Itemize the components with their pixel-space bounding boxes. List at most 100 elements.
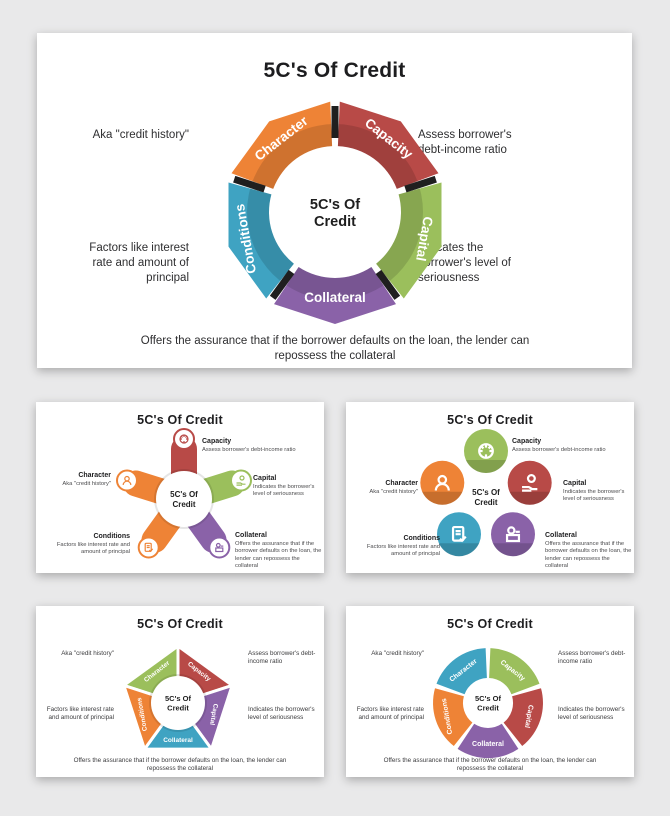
center-label-top: 5C's Of bbox=[165, 694, 191, 703]
five-c-star-diagram: 5C's Of Credit bbox=[116, 428, 252, 559]
person-icon bbox=[122, 475, 132, 486]
collateral-callout: Collateral Offers the assurance that if … bbox=[235, 532, 323, 571]
tip-capital bbox=[230, 469, 252, 492]
circle-conditions bbox=[437, 512, 481, 557]
segment-character bbox=[231, 101, 333, 189]
slide-pentagon-variant-preview[interactable]: 5C's Of Credit Character Capacity Capita… bbox=[36, 606, 324, 777]
circle-capacity bbox=[464, 429, 508, 474]
conditions-name: Conditions bbox=[403, 535, 440, 542]
five-c-decagon-diagram: Character Capacity Capital Collateral Co… bbox=[228, 101, 442, 324]
collateral-callout: Collateral Offers the assurance that if … bbox=[545, 532, 633, 571]
center-circle bbox=[151, 676, 205, 730]
slide-circles-variant-preview[interactable]: 5C's Of Credit bbox=[346, 402, 634, 573]
collateral-name: Collateral bbox=[545, 532, 577, 539]
segment-capacity bbox=[337, 101, 439, 189]
center-label-bottom: Credit bbox=[477, 704, 499, 713]
capacity-description: Assess borrower's debt-income ratio bbox=[558, 650, 626, 666]
collateral-description: Offers the assurance that if the borrowe… bbox=[140, 335, 530, 363]
capital-desc: Indicates the borrower's level of seriou… bbox=[253, 483, 315, 498]
capacity-desc: Assess borrower's debt-income ratio bbox=[512, 446, 606, 453]
character-callout: Character Aka "credit history" bbox=[36, 472, 111, 488]
hand-coin-icon bbox=[522, 474, 538, 492]
center-circle bbox=[156, 471, 212, 527]
arc-character bbox=[436, 648, 487, 695]
capacity-name: Capacity bbox=[202, 438, 232, 445]
circle-capital bbox=[507, 460, 552, 505]
circle-character bbox=[420, 460, 465, 505]
arc-capital bbox=[503, 688, 543, 746]
conditions-name: Conditions bbox=[93, 533, 130, 540]
collateral-stamp-icon bbox=[505, 526, 521, 543]
arc-label-capital: Capital bbox=[523, 704, 534, 728]
center-label-bottom: Credit bbox=[167, 704, 189, 713]
center-label-bottom: Credit bbox=[172, 500, 195, 509]
tip-conditions bbox=[137, 536, 160, 559]
collateral-description: Offers the assurance that if the borrowe… bbox=[383, 757, 597, 773]
center-circle bbox=[462, 473, 510, 521]
conditions-description: Factors like interest rate and amount of… bbox=[46, 706, 114, 722]
center-label-top: 5C's Of bbox=[472, 488, 500, 497]
segment-conditions bbox=[228, 182, 294, 299]
tip-capacity bbox=[173, 428, 195, 450]
capacity-name: Capacity bbox=[512, 438, 542, 445]
slide-title: 5C's Of Credit bbox=[447, 413, 533, 427]
center-label-bottom: Credit bbox=[474, 498, 497, 507]
capacity-description: Assess borrower's debt-income ratio bbox=[248, 650, 316, 666]
segment-divider-ticks bbox=[233, 106, 437, 300]
conditions-callout: Conditions Factors like interest rate an… bbox=[40, 533, 130, 557]
tip-collateral bbox=[208, 536, 231, 559]
capital-name: Capital bbox=[563, 480, 587, 487]
character-description: Aka "credit history" bbox=[371, 650, 424, 657]
conditions-description: Factors like interest rate and amount of… bbox=[356, 706, 424, 722]
character-name: Character bbox=[385, 480, 418, 487]
wedge-label-collateral: Collateral bbox=[163, 737, 193, 744]
slide-star-variant-preview[interactable]: 5C's Of Credit bbox=[36, 402, 324, 573]
center-label-top: 5C's Of bbox=[170, 490, 198, 499]
center-label-bottom: Credit bbox=[314, 214, 356, 230]
slide-title: 5C's Of Credit bbox=[447, 617, 533, 631]
collateral-desc: Offers the assurance that if the borrowe… bbox=[545, 540, 632, 570]
segment-capital bbox=[376, 182, 442, 299]
center-label-top: 5C's Of bbox=[475, 694, 501, 703]
five-c-pentagon-diagram: Character Capacity Capital Collateral Co… bbox=[122, 644, 234, 751]
collateral-description: Offers the assurance that if the borrowe… bbox=[73, 757, 287, 773]
arc-collateral bbox=[457, 723, 519, 759]
collateral-desc: Offers the assurance that if the borrowe… bbox=[235, 540, 322, 570]
character-desc: Aka "credit history" bbox=[369, 488, 418, 495]
capital-description: Indicates the borrower's level of seriou… bbox=[558, 706, 625, 722]
conditions-description: Factors like interest rate and amount of… bbox=[89, 242, 189, 285]
capital-description: Indicates the borrower's level of seriou… bbox=[248, 706, 315, 722]
character-name: Character bbox=[78, 472, 111, 479]
slide-title: 5C's Of Credit bbox=[263, 59, 406, 82]
slide-title: 5C's Of Credit bbox=[137, 413, 223, 427]
conditions-desc: Factors like interest rate and amount of… bbox=[56, 541, 130, 556]
collateral-name: Collateral bbox=[235, 532, 267, 539]
capital-name: Capital bbox=[253, 475, 277, 482]
conditions-callout: Conditions Factors like interest rate an… bbox=[350, 535, 440, 559]
document-check-icon bbox=[144, 542, 154, 553]
capital-callout: Capital Indicates the borrower's level o… bbox=[253, 475, 323, 499]
document-check-icon bbox=[451, 525, 467, 543]
capital-callout: Capital Indicates the borrower's level o… bbox=[563, 480, 633, 504]
center-label-top: 5C's Of bbox=[310, 197, 360, 213]
character-desc: Aka "credit history" bbox=[62, 480, 111, 487]
arc-label-collateral: Collateral bbox=[472, 741, 504, 748]
slide-main-preview[interactable]: 5C's Of Credit Aka "credit history" Asse… bbox=[37, 33, 632, 368]
tip-character bbox=[116, 469, 138, 492]
five-c-donut-diagram: Character Capacity Capital Collateral Co… bbox=[433, 648, 543, 759]
collateral-stamp-icon bbox=[215, 542, 224, 553]
gauge-icon bbox=[478, 443, 494, 459]
capital-desc: Indicates the borrower's level of seriou… bbox=[563, 488, 625, 503]
slide-title: 5C's Of Credit bbox=[137, 617, 223, 631]
hand-coin-icon bbox=[236, 475, 246, 486]
arc-capacity bbox=[489, 648, 540, 695]
capacity-callout: Capacity Assess borrower's debt-income r… bbox=[512, 438, 628, 454]
capacity-description: Assess borrower's debt-income ratio bbox=[418, 129, 512, 157]
character-description: Aka "credit history" bbox=[92, 129, 189, 141]
capacity-callout: Capacity Assess borrower's debt-income r… bbox=[202, 438, 318, 454]
conditions-desc: Factors like interest rate and amount of… bbox=[366, 543, 440, 558]
character-description: Aka "credit history" bbox=[61, 650, 114, 657]
segment-collateral bbox=[274, 267, 396, 324]
slide-donut-variant-preview[interactable]: 5C's Of Credit Character Capacity Capita… bbox=[346, 606, 634, 777]
